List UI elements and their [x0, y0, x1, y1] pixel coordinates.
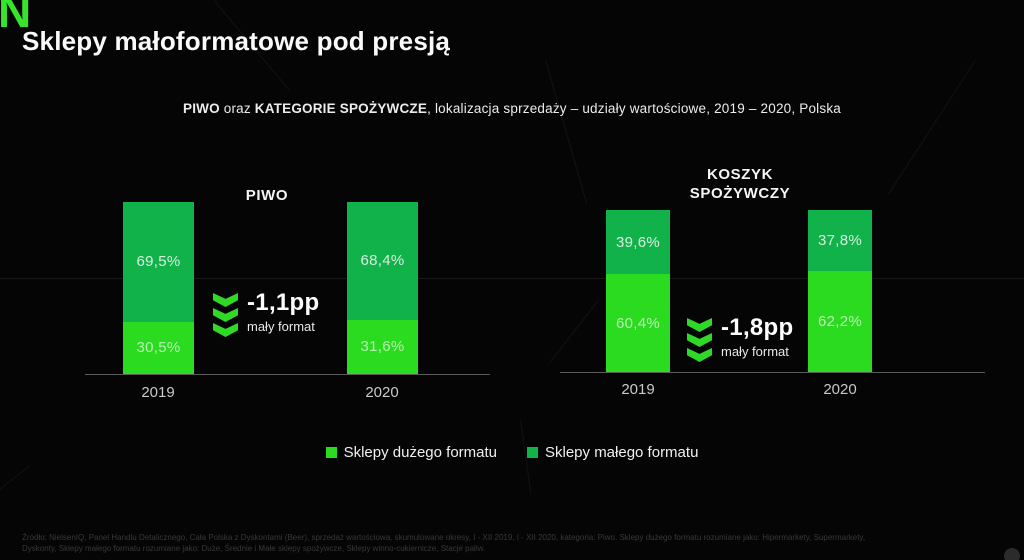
segment-value-label: 69,5%	[136, 253, 181, 271]
bar-piwo-2020: 68,4% 31,6%	[347, 202, 418, 374]
segment-value-label: 37,8%	[817, 232, 863, 250]
subtitle-detail: , lokalizacja sprzedaży – udziały wartoś…	[427, 101, 841, 116]
subtitle-category-grocery: KATEGORIE SPOŻYWCZE	[254, 101, 428, 116]
legend-label: Sklepy dużego formatu	[343, 444, 497, 461]
segment-value-label: 39,6%	[615, 233, 661, 251]
legend-swatch-small-format	[527, 447, 538, 458]
legend-item-small-format: Sklepy małego formatu	[527, 444, 698, 461]
year-label-2019: 2019	[141, 384, 175, 401]
down-chevron-icon	[687, 333, 712, 347]
change-label: mały format	[721, 344, 789, 359]
segment-value-label: 62,2%	[817, 313, 863, 331]
nielseniq-logo: N	[0, 0, 32, 37]
segment-value-label: 31,6%	[360, 338, 405, 356]
slide-title: Sklepy małoformatowe pod presją	[22, 26, 451, 56]
x-axis-line	[560, 372, 985, 373]
subtitle-connector: oraz	[219, 101, 255, 116]
change-annotation-koszyk: -1,8pp mały format	[687, 315, 793, 363]
change-value: -1,1pp	[247, 289, 320, 316]
bar-koszyk-2019: 39,6% 60,4%	[606, 210, 670, 372]
down-chevron-icon	[213, 308, 238, 322]
midline-gridline	[0, 278, 1024, 279]
footnote-line-1: Źródło: NielsenIQ, Panel Handlu Detalicz…	[22, 533, 866, 542]
slide-subtitle: PIWO oraz KATEGORIE SPOŻYWCZE, lokalizac…	[0, 101, 1024, 116]
x-axis-line	[85, 374, 490, 375]
chart-legend: Sklepy dużego formatu Sklepy małego form…	[0, 444, 1024, 461]
segment-value-label: 30,5%	[136, 339, 181, 357]
change-label: mały format	[247, 319, 315, 334]
year-label-2019: 2019	[621, 381, 655, 398]
source-footnote: Źródło: NielsenIQ, Panel Handlu Detalicz…	[22, 533, 1007, 554]
segment-small-format: 37,8%	[808, 210, 872, 272]
segment-value-label: 68,4%	[360, 252, 405, 270]
segment-large-format: 30,5%	[123, 321, 194, 374]
segment-large-format: 31,6%	[347, 319, 418, 374]
legend-swatch-large-format	[325, 447, 337, 458]
segment-small-format: 68,4%	[347, 202, 418, 320]
chart-piwo: PIWO 69,5% 30,5% -1,1pp mały format	[85, 178, 490, 408]
footnote-line-2: Dyskonty, Sklepy małego formatu rozumian…	[22, 543, 486, 553]
legend-item-large-format: Sklepy dużego formatu	[325, 444, 497, 461]
chart-koszyk-spozywczy: KOSZYK SPOŻYWCZY 39,6% 60,4% -1,8pp ma	[560, 160, 985, 408]
bar-koszyk-2020: 37,8% 62,2%	[808, 210, 872, 372]
segment-large-format: 62,2%	[808, 271, 872, 372]
year-label-2020: 2020	[823, 381, 857, 398]
year-label-2020: 2020	[365, 384, 399, 401]
change-annotation-piwo: -1,1pp mały format	[213, 290, 319, 338]
legend-label: Sklepy małego formatu	[545, 444, 699, 461]
plot-area-koszyk: 39,6% 60,4% -1,8pp mały format	[575, 210, 985, 372]
change-value: -1,8pp	[721, 314, 794, 341]
chart-title-koszyk: KOSZYK SPOŻYWCZY	[689, 166, 791, 202]
segment-value-label: 60,4%	[615, 314, 661, 332]
segment-small-format: 69,5%	[123, 202, 194, 322]
bar-piwo-2019: 69,5% 30,5%	[123, 202, 194, 374]
triple-down-chevron-icon	[687, 318, 712, 363]
segment-large-format: 60,4%	[606, 274, 670, 372]
triple-down-chevron-icon	[213, 293, 238, 338]
down-chevron-icon	[687, 348, 712, 362]
chart-title-piwo: PIWO	[245, 187, 289, 204]
segment-small-format: 39,6%	[606, 210, 670, 275]
down-chevron-icon	[213, 293, 238, 307]
corner-watermark-icon	[1004, 548, 1020, 560]
down-chevron-icon	[687, 318, 712, 332]
subtitle-category-beer: PIWO	[182, 101, 220, 116]
plot-area-piwo: 69,5% 30,5% -1,1pp mały format	[85, 202, 490, 374]
down-chevron-icon	[213, 323, 238, 337]
